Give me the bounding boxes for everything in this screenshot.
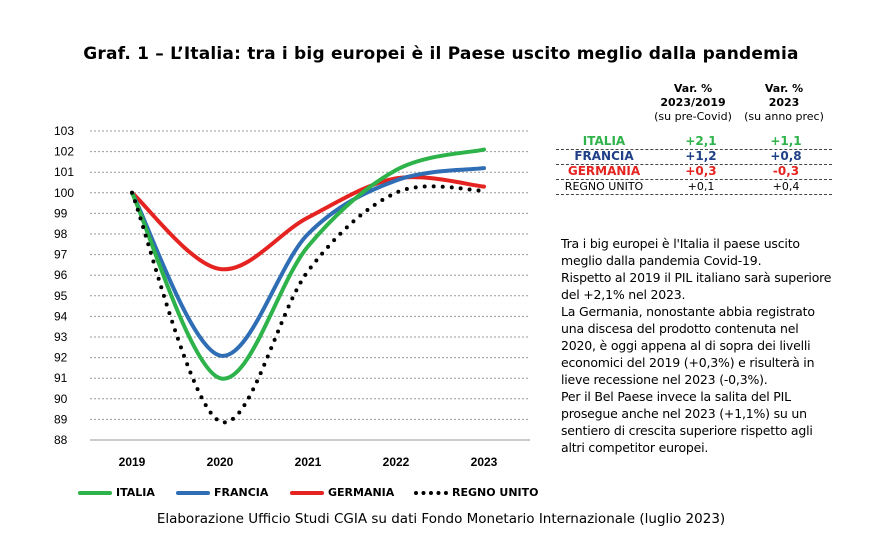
legend-swatch — [78, 491, 112, 495]
grid-lines — [90, 130, 530, 441]
table-row: FRANCIA +1,2 +0,8 — [556, 149, 832, 165]
col1-header-line3: (su pre-Covid) — [654, 110, 732, 123]
row-var-2023: +0,8 — [770, 149, 802, 163]
x-tick-label: 2022 — [383, 455, 410, 469]
series-line-regno-unito — [130, 184, 486, 425]
row-var-2023-2019: +2,1 — [685, 134, 717, 148]
y-tick-label: 99 — [54, 206, 68, 220]
x-tick-labels: 2019 2020 2021 2022 2023 — [119, 455, 498, 469]
legend-label: FRANCIA — [214, 486, 269, 499]
col1-header-line2: 2023/2019 — [660, 96, 726, 109]
col2-header-line2: 2023 — [768, 96, 800, 109]
row-var-2023-2019: +0,3 — [685, 164, 717, 178]
table-header-col1: Var. % 2023/2019 (su pre-Covid) — [652, 82, 734, 124]
series-line-italia — [130, 147, 486, 381]
legend-swatch — [176, 491, 210, 495]
table-row: GERMANIA +0,3 -0,3 — [556, 164, 832, 180]
row-var-2023-2019: +0,1 — [687, 180, 715, 193]
legend-item-italia: ITALIA — [78, 484, 155, 502]
row-country: FRANCIA — [574, 149, 634, 163]
legend-swatch — [414, 491, 448, 495]
commentary-paragraph: Tra i big europei è l'Italia il paese us… — [561, 236, 800, 268]
series-lines — [130, 147, 486, 425]
y-tick-labels: 103 102 101 100 99 98 97 96 95 94 93 92 91 90 89 88 — [54, 124, 74, 447]
row-var-2023: -0,3 — [772, 164, 800, 178]
legend-label: REGNO UNITO — [452, 486, 539, 499]
row-var-2023: +1,1 — [770, 134, 802, 148]
row-country: REGNO UNITO — [564, 180, 644, 193]
col2-header-line1: Var. % — [764, 82, 804, 95]
y-tick-label: 101 — [54, 165, 74, 179]
commentary-paragraph: La Germania, nonostante abbia registrato… — [561, 304, 815, 387]
legend-swatch — [290, 491, 324, 495]
col1-header-line1: Var. % — [673, 82, 713, 95]
legend-item-francia: FRANCIA — [176, 484, 268, 502]
commentary-text: Tra i big europei è l'Italia il paese us… — [561, 235, 833, 456]
y-tick-label: 90 — [54, 392, 68, 406]
x-tick-label: 2020 — [207, 455, 234, 469]
chart-title: Graf. 1 – L’Italia: tra i big europei è … — [83, 44, 799, 64]
row-country: GERMANIA — [567, 164, 641, 178]
table-row: REGNO UNITO +0,1 +0,4 — [556, 179, 832, 195]
y-tick-label: 89 — [54, 412, 68, 426]
commentary-paragraph: Rispetto al 2019 il PIL italiano sarà su… — [561, 270, 832, 302]
y-tick-label: 91 — [54, 371, 68, 385]
table-header-col2: Var. % 2023 (su anno prec) — [740, 82, 828, 124]
legend-label: ITALIA — [116, 486, 155, 499]
y-tick-label: 88 — [54, 433, 68, 447]
y-tick-label: 97 — [54, 248, 68, 262]
table-row: ITALIA +2,1 +1,1 — [556, 134, 832, 150]
y-tick-label: 96 — [54, 268, 68, 282]
x-tick-label: 2021 — [295, 455, 322, 469]
series-line-germania — [130, 175, 486, 272]
y-tick-label: 98 — [54, 227, 68, 241]
legend-item-regno-unito: REGNO UNITO — [414, 484, 539, 502]
y-tick-label: 95 — [54, 289, 68, 303]
y-tick-label: 94 — [54, 309, 68, 323]
legend-item-germania: GERMANIA — [290, 484, 394, 502]
commentary-paragraph: Per il Bel Paese invece la salita del PI… — [561, 389, 813, 455]
x-tick-label: 2019 — [119, 455, 146, 469]
row-var-2023: +0,4 — [772, 180, 800, 193]
col2-header-line3: (su anno prec) — [744, 110, 824, 123]
row-var-2023-2019: +1,2 — [685, 149, 717, 163]
row-country: ITALIA — [582, 134, 626, 148]
x-tick-label: 2023 — [471, 455, 498, 469]
series-line-francia — [130, 166, 486, 358]
y-tick-label: 92 — [54, 351, 68, 365]
y-tick-label: 102 — [54, 145, 74, 159]
y-tick-label: 103 — [54, 124, 74, 138]
legend-label: GERMANIA — [328, 486, 395, 499]
y-tick-label: 100 — [54, 186, 74, 200]
source-note: Elaborazione Ufficio Studi CGIA su dati … — [156, 511, 726, 527]
y-tick-label: 93 — [54, 330, 68, 344]
